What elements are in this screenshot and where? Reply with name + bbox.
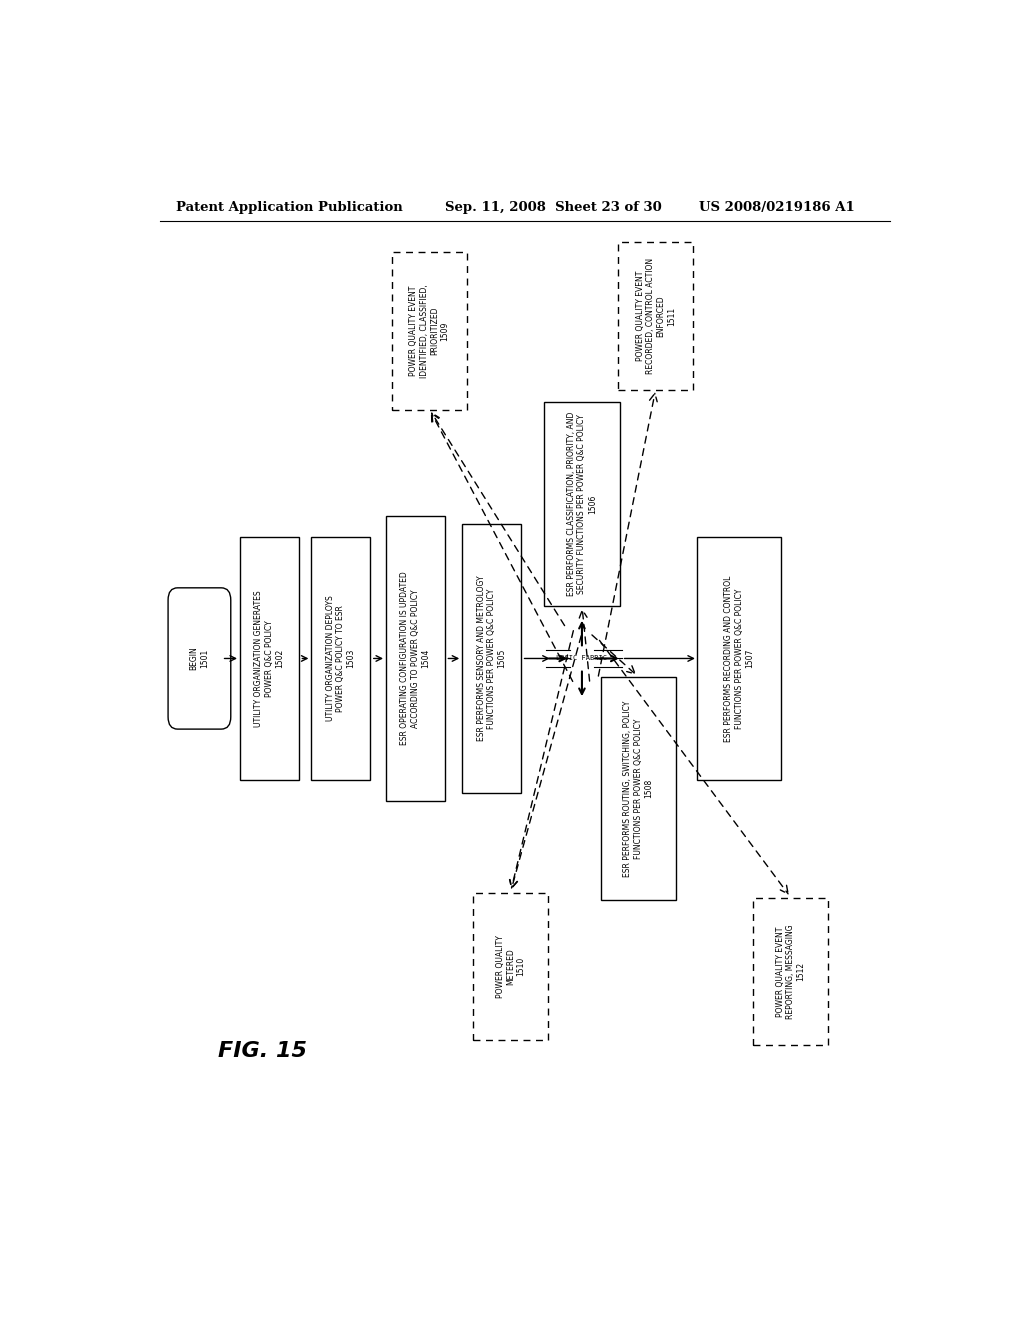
FancyBboxPatch shape bbox=[462, 524, 521, 793]
Text: POWER QUALITY
METERED
1510: POWER QUALITY METERED 1510 bbox=[496, 935, 525, 998]
FancyBboxPatch shape bbox=[697, 536, 780, 780]
Text: US 2008/0219186 A1: US 2008/0219186 A1 bbox=[699, 201, 855, 214]
FancyBboxPatch shape bbox=[618, 243, 693, 389]
Text: BEGIN
1501: BEGIN 1501 bbox=[189, 647, 209, 671]
FancyBboxPatch shape bbox=[753, 898, 828, 1045]
Text: ESR PERFORMS RECORDING AND CONTROL
FUNCTIONS PER POWER Q&C POLICY
1507: ESR PERFORMS RECORDING AND CONTROL FUNCT… bbox=[724, 576, 754, 742]
FancyBboxPatch shape bbox=[601, 677, 676, 900]
Text: ESR PERFORMS ROUTING, SWITCHING, POLICY
FUNCTIONS PER POWER Q&C POLICY
1508: ESR PERFORMS ROUTING, SWITCHING, POLICY … bbox=[624, 701, 653, 876]
Text: ESR OPERATING CONFIGURATION IS UPDATED
ACCORDING TO POWER Q&C POLICY
1504: ESR OPERATING CONFIGURATION IS UPDATED A… bbox=[400, 572, 430, 746]
Text: UTILITY ORGANIZATION DEPLOYS
POWER Q&C POLICY TO ESR
1503: UTILITY ORGANIZATION DEPLOYS POWER Q&C P… bbox=[326, 595, 355, 721]
Text: Patent Application Publication: Patent Application Publication bbox=[176, 201, 402, 214]
Text: Sep. 11, 2008  Sheet 23 of 30: Sep. 11, 2008 Sheet 23 of 30 bbox=[445, 201, 663, 214]
Text: POWER QUALITY EVENT
RECORDED, CONTROL ACTION
ENFORCED
1511: POWER QUALITY EVENT RECORDED, CONTROL AC… bbox=[636, 257, 676, 374]
FancyBboxPatch shape bbox=[240, 536, 299, 780]
FancyBboxPatch shape bbox=[385, 516, 445, 801]
FancyBboxPatch shape bbox=[392, 252, 467, 411]
Text: FIG. 15: FIG. 15 bbox=[218, 1040, 307, 1061]
Text: POWER QUALITY EVENT
IDENTIFIED, CLASSIFIED,
PRIORITIZED
1509: POWER QUALITY EVENT IDENTIFIED, CLASSIFI… bbox=[410, 284, 450, 378]
FancyBboxPatch shape bbox=[544, 403, 620, 606]
Text: UTILITY ORGANIZATION GENERATES
POWER Q&C POLICY
1502: UTILITY ORGANIZATION GENERATES POWER Q&C… bbox=[254, 590, 285, 727]
Text: ESR PERFORMS SENSORY AND METROLOGY
FUNCTIONS PER POWER Q&C POLICY
1505: ESR PERFORMS SENSORY AND METROLOGY FUNCT… bbox=[476, 576, 507, 742]
FancyBboxPatch shape bbox=[168, 587, 230, 729]
Text: ESR PERFORMS CLASSIFICATION, PRIORITY, AND
SECURITY FUNCTIONS PER POWER Q&C POLI: ESR PERFORMS CLASSIFICATION, PRIORITY, A… bbox=[567, 412, 597, 597]
FancyBboxPatch shape bbox=[311, 536, 371, 780]
Text: LOGIC FABRIC: LOGIC FABRIC bbox=[556, 656, 607, 661]
FancyBboxPatch shape bbox=[473, 892, 548, 1040]
Text: POWER QUALITY EVENT
REPORTING, MESSAGING
1512: POWER QUALITY EVENT REPORTING, MESSAGING… bbox=[776, 924, 806, 1019]
